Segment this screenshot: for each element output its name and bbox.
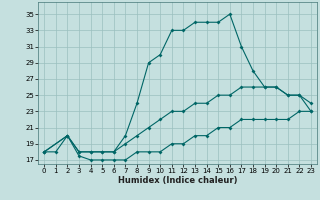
X-axis label: Humidex (Indice chaleur): Humidex (Indice chaleur) xyxy=(118,176,237,185)
